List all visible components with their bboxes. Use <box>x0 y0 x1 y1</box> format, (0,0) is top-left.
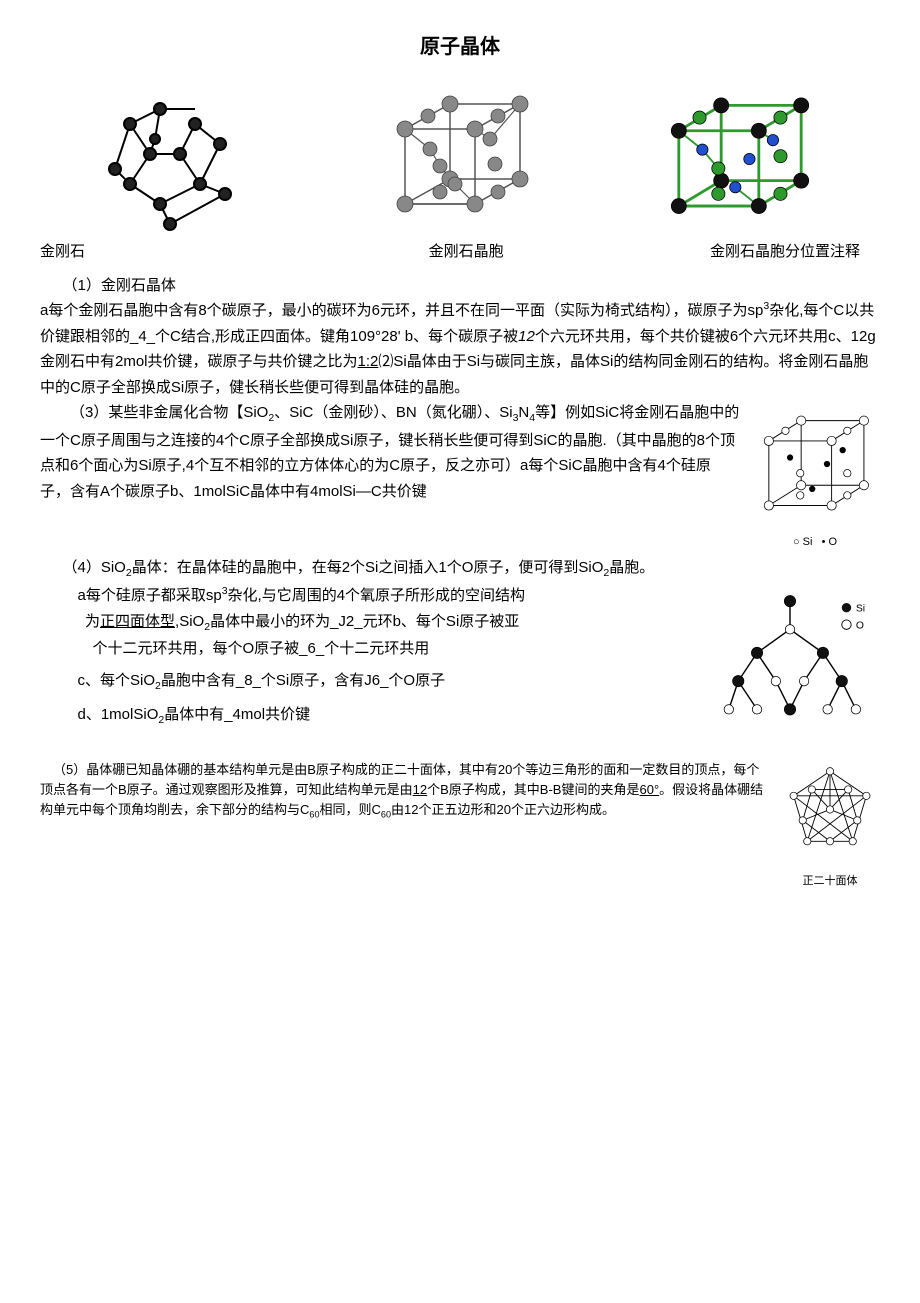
section-5-body: （5）晶体硼已知晶体硼的基本结构单元是由B原子构成的正二十面体，其中有20个等边… <box>40 760 880 822</box>
text: 晶体中最小的环为_J2_元环b、每个Si原子被亚 <box>210 613 519 630</box>
legend-si: Si <box>856 604 865 615</box>
underline-12: 12 <box>413 782 427 797</box>
legend-sic: ○ Si • O <box>750 533 880 552</box>
text: a每个金刚石晶胞中含有8个碳原子，最小的碳环为6元环，并且不在同一平面（实际为椅… <box>40 302 763 319</box>
figure-sic-unitcell: ○ Si • O <box>750 404 880 551</box>
section-1-body: a每个金刚石晶胞中含有8个碳原子，最小的碳环为6元环，并且不在同一平面（实际为椅… <box>40 298 880 400</box>
legend-o: O <box>856 620 864 631</box>
section-4-heading: （4）SiO2晶体：在晶体硅的晶胞中，在每2个Si之间插入1个O原子，便可得到S… <box>40 555 880 583</box>
page-title: 原子晶体 <box>40 30 880 64</box>
text: d、1molSiO <box>78 706 159 723</box>
caption-3: 金刚石晶胞分位置注释 <box>595 239 880 265</box>
caption-1: 金刚石 <box>40 239 297 265</box>
figure-diamond-unitcell-annotated <box>660 84 820 234</box>
underline-ratio: 1:2 <box>358 353 379 370</box>
figure-diamond-structure <box>100 84 260 234</box>
section-1-heading: （1）金刚石晶体 <box>40 273 880 299</box>
figure-icosahedron: 正二十面体 <box>780 764 880 891</box>
text: 为 <box>85 613 100 630</box>
text: 晶体中有_4mol共价键 <box>164 706 310 723</box>
caption-2: 金刚石晶胞 <box>297 239 594 265</box>
text: 、SiC（金刚砂）、BN（氮化硼）、Si <box>274 404 512 421</box>
text: 晶胞。 <box>609 559 654 576</box>
legend-si-open: ○ Si <box>793 536 812 548</box>
sub-60: 60 <box>381 809 391 819</box>
figure-diamond-unitcell <box>380 84 540 234</box>
text: （4）SiO <box>63 559 126 576</box>
legend-o-dot: • O <box>822 536 837 548</box>
sub-60: 60 <box>309 809 319 819</box>
text: 杂化,与它周围的4个氧原子所形成的空间结构 <box>228 587 526 604</box>
italic-12: 12 <box>518 328 535 345</box>
text: 个B原子构成，其中B-B键间的夹角是 <box>427 782 639 797</box>
text: c、每个SiO <box>78 672 156 689</box>
text: （3）某些非金属化合物【SiO <box>70 404 268 421</box>
caption-row: 金刚石 金刚石晶胞 金刚石晶胞分位置注释 <box>40 239 880 265</box>
text: 晶胞中含有_8_个Si原子，含有J6_个O原子 <box>161 672 445 689</box>
text: a每个硅原子都采取sp <box>78 587 222 604</box>
text: 相同，则C <box>320 802 381 817</box>
text: 由12个正五边形和20个正六边形构成。 <box>391 802 615 817</box>
caption-icosahedron: 正二十面体 <box>780 872 880 891</box>
text: N <box>518 404 529 421</box>
figure-row <box>40 84 880 234</box>
figure-sio2-network: Si O <box>700 587 880 756</box>
underline-tetrahedral: 正四面体型 <box>100 613 175 630</box>
underline-60deg: 60° <box>639 782 659 797</box>
text: 晶体：在晶体硅的晶胞中，在每2个Si之间插入1个O原子，便可得到SiO <box>132 559 604 576</box>
text: ,SiO <box>175 613 204 630</box>
